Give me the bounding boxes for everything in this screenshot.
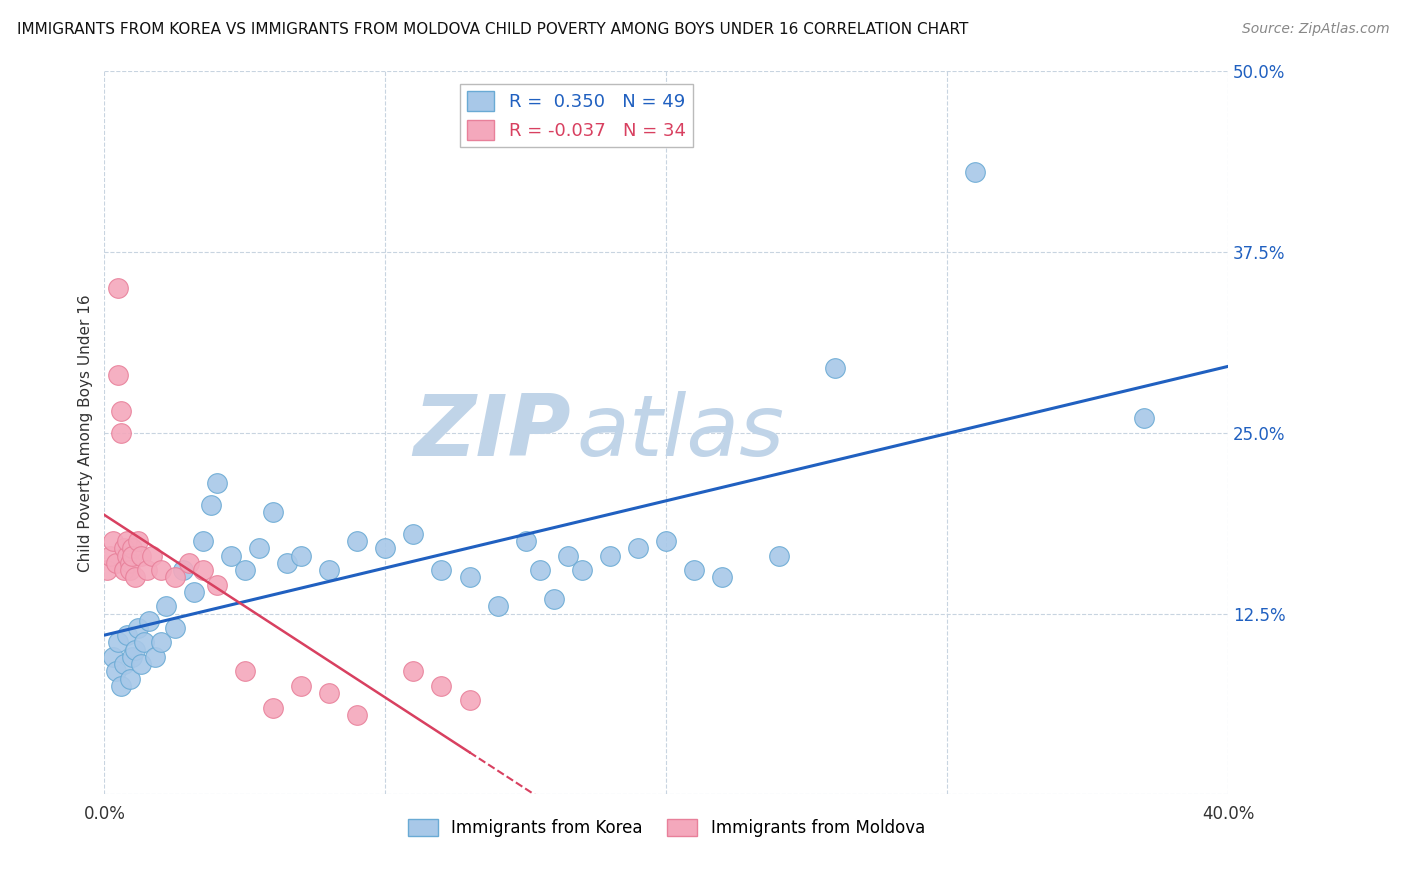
Point bbox=[138, 614, 160, 628]
Point bbox=[458, 693, 481, 707]
Point bbox=[318, 563, 340, 577]
Point bbox=[262, 700, 284, 714]
Point bbox=[129, 657, 152, 672]
Point bbox=[276, 556, 298, 570]
Point bbox=[127, 621, 149, 635]
Point bbox=[101, 534, 124, 549]
Point bbox=[104, 665, 127, 679]
Point bbox=[115, 549, 138, 563]
Point bbox=[402, 527, 425, 541]
Point bbox=[124, 642, 146, 657]
Point bbox=[233, 563, 256, 577]
Point bbox=[346, 707, 368, 722]
Point bbox=[205, 476, 228, 491]
Point bbox=[124, 570, 146, 584]
Point bbox=[824, 360, 846, 375]
Point bbox=[599, 549, 621, 563]
Point bbox=[191, 534, 214, 549]
Point bbox=[430, 563, 453, 577]
Point bbox=[110, 404, 132, 418]
Point bbox=[557, 549, 579, 563]
Point bbox=[430, 679, 453, 693]
Point bbox=[200, 498, 222, 512]
Point bbox=[96, 563, 118, 577]
Point bbox=[107, 281, 129, 295]
Text: IMMIGRANTS FROM KOREA VS IMMIGRANTS FROM MOLDOVA CHILD POVERTY AMONG BOYS UNDER : IMMIGRANTS FROM KOREA VS IMMIGRANTS FROM… bbox=[17, 22, 969, 37]
Point bbox=[318, 686, 340, 700]
Point bbox=[149, 635, 172, 649]
Point bbox=[107, 635, 129, 649]
Point bbox=[112, 541, 135, 556]
Point bbox=[219, 549, 242, 563]
Point bbox=[110, 425, 132, 440]
Text: ZIP: ZIP bbox=[413, 392, 571, 475]
Point bbox=[290, 549, 312, 563]
Point bbox=[965, 165, 987, 179]
Point bbox=[115, 534, 138, 549]
Point bbox=[107, 368, 129, 382]
Point bbox=[155, 599, 177, 614]
Point bbox=[115, 628, 138, 642]
Point bbox=[141, 549, 163, 563]
Point bbox=[233, 665, 256, 679]
Point bbox=[129, 549, 152, 563]
Point bbox=[768, 549, 790, 563]
Point bbox=[172, 563, 194, 577]
Point bbox=[104, 556, 127, 570]
Text: atlas: atlas bbox=[576, 392, 785, 475]
Point bbox=[183, 585, 205, 599]
Point bbox=[135, 563, 157, 577]
Point bbox=[149, 563, 172, 577]
Point bbox=[191, 563, 214, 577]
Point bbox=[101, 649, 124, 664]
Point bbox=[121, 549, 143, 563]
Point bbox=[143, 649, 166, 664]
Point bbox=[118, 556, 141, 570]
Point bbox=[205, 577, 228, 591]
Point bbox=[402, 665, 425, 679]
Point bbox=[118, 672, 141, 686]
Point bbox=[112, 657, 135, 672]
Point bbox=[486, 599, 509, 614]
Point bbox=[98, 549, 121, 563]
Point bbox=[121, 541, 143, 556]
Point bbox=[655, 534, 678, 549]
Text: Source: ZipAtlas.com: Source: ZipAtlas.com bbox=[1241, 22, 1389, 37]
Point bbox=[711, 570, 734, 584]
Point bbox=[515, 534, 537, 549]
Legend: R =  0.350   N = 49, R = -0.037   N = 34: R = 0.350 N = 49, R = -0.037 N = 34 bbox=[460, 84, 693, 147]
Point bbox=[127, 534, 149, 549]
Point bbox=[683, 563, 706, 577]
Point bbox=[571, 563, 593, 577]
Point bbox=[262, 505, 284, 519]
Point bbox=[110, 679, 132, 693]
Point bbox=[346, 534, 368, 549]
Point bbox=[1133, 411, 1156, 425]
Point bbox=[121, 649, 143, 664]
Point bbox=[290, 679, 312, 693]
Point bbox=[163, 621, 186, 635]
Point bbox=[374, 541, 396, 556]
Point bbox=[543, 592, 565, 607]
Point bbox=[118, 563, 141, 577]
Point bbox=[112, 563, 135, 577]
Point bbox=[132, 635, 155, 649]
Point bbox=[627, 541, 650, 556]
Point bbox=[529, 563, 551, 577]
Y-axis label: Child Poverty Among Boys Under 16: Child Poverty Among Boys Under 16 bbox=[79, 293, 93, 572]
Point bbox=[247, 541, 270, 556]
Point bbox=[458, 570, 481, 584]
Point bbox=[163, 570, 186, 584]
Point bbox=[177, 556, 200, 570]
